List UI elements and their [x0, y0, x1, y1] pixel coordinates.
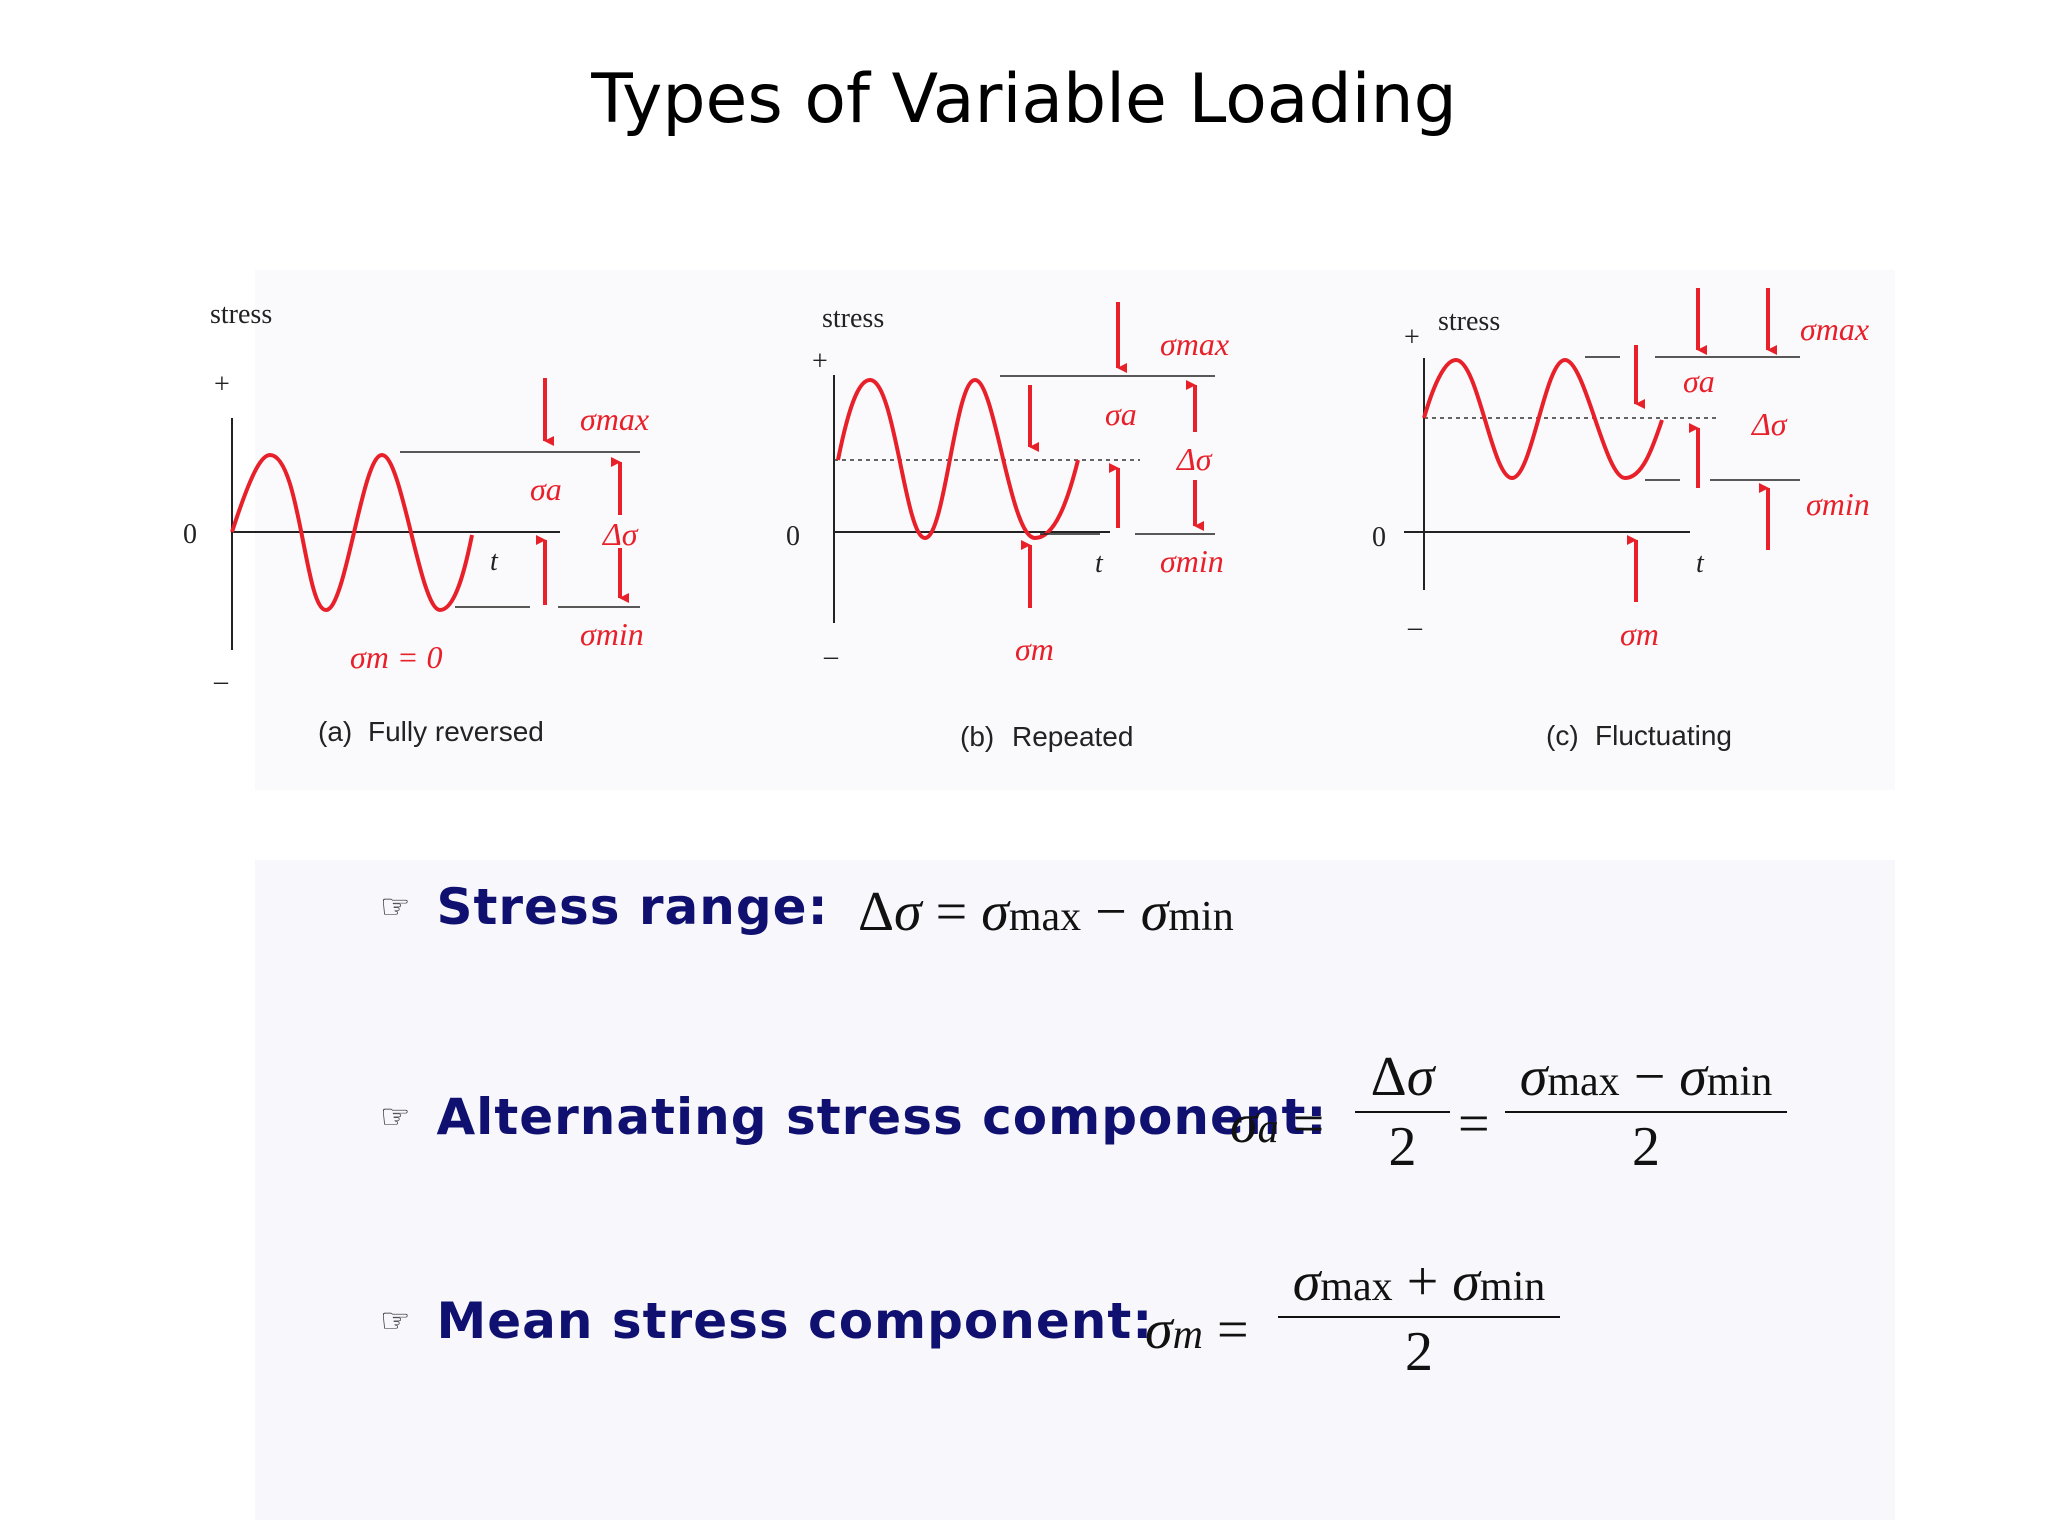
alternating-lhs: σa =	[1230, 1093, 1325, 1155]
sigma-max-label: σmax	[580, 401, 649, 437]
alternating-fraction-1: Δσ 2	[1355, 1045, 1450, 1179]
time-label: t	[490, 546, 499, 577]
formula-background	[255, 860, 1895, 1520]
stress-wave	[836, 377, 1080, 541]
stress-range-equation: Δσ = σmax − σmin	[858, 881, 1234, 943]
time-label: t	[1095, 548, 1104, 579]
stress-range-row: ☞ Stress range:	[380, 878, 829, 936]
plus-sign: +	[214, 369, 230, 400]
mean-lhs: σm =	[1145, 1299, 1249, 1361]
caption: Fluctuating	[1595, 720, 1732, 751]
plus-sign: +	[812, 346, 828, 377]
caption-letter: (c)	[1546, 720, 1579, 751]
slide-title: Types of Variable Loading	[591, 60, 1457, 139]
alternating-fraction-2: σmax − σmin 2	[1505, 1045, 1787, 1179]
panel-repeated: stress + – 0 t σmax σa Δσ σmin σm (b) Re…	[786, 302, 1229, 752]
mean-fraction: σmax + σmin 2	[1278, 1250, 1560, 1384]
pointing-hand-icon: ☞	[380, 887, 411, 927]
graph-background	[255, 270, 1895, 790]
delta-sigma-label: Δσ	[1750, 406, 1788, 442]
plus-sign: +	[1404, 322, 1420, 353]
alternating-label: Alternating stress component:	[436, 1088, 1328, 1146]
sigma-a-label: σa	[1683, 363, 1715, 399]
caption-letter: (b)	[960, 721, 994, 752]
mean-row: ☞ Mean stress component:	[380, 1292, 1153, 1350]
zero-label: 0	[1372, 522, 1386, 553]
equals-sign: =	[1458, 1093, 1490, 1155]
pointing-hand-icon: ☞	[380, 1301, 411, 1341]
mean-label: Mean stress component:	[436, 1292, 1154, 1350]
caption: Repeated	[1012, 721, 1133, 752]
sigma-max-label: σmax	[1800, 311, 1869, 347]
stress-wave	[230, 452, 474, 613]
caption: Fully reversed	[368, 716, 544, 747]
delta-sigma-label: Δσ	[1175, 441, 1213, 477]
panel-fully-reversed: stress + – 0 t σmax σa Δσ σmin σm = 0 (a…	[183, 299, 649, 747]
zero-label: 0	[786, 521, 800, 552]
minus-sign: –	[823, 641, 839, 672]
minus-sign: –	[1407, 612, 1423, 643]
loading-diagrams: .ax { stroke:#222; stroke-width:2; fill:…	[183, 288, 1870, 752]
stress-axis-label: stress	[822, 303, 884, 334]
stress-range-label: Stress range:	[436, 878, 829, 936]
delta-sigma-label: Δσ	[601, 516, 639, 552]
pointing-hand-icon: ☞	[380, 1097, 411, 1137]
sigma-min-label: σmin	[580, 616, 644, 652]
sigma-a-label: σa	[1105, 396, 1137, 432]
alternating-row: ☞ Alternating stress component:	[380, 1088, 1327, 1146]
sigma-m-label: σm	[1620, 616, 1659, 652]
sigma-m-label: σm	[1015, 631, 1054, 667]
minus-sign: –	[213, 666, 229, 697]
sigma-min-label: σmin	[1806, 486, 1870, 522]
stress-wave	[1422, 357, 1664, 481]
zero-label: 0	[183, 519, 197, 550]
sigma-a-label: σa	[530, 471, 562, 507]
caption-letter: (a)	[318, 716, 352, 747]
sigma-min-label: σmin	[1160, 543, 1224, 579]
time-label: t	[1696, 548, 1705, 579]
panel-fluctuating: stress + – 0 t σmax σa Δσ σmin σm (c) Fl…	[1372, 288, 1870, 751]
stress-axis-label: stress	[210, 299, 272, 330]
stress-axis-label: stress	[1438, 306, 1500, 337]
sigma-m-label: σm = 0	[350, 639, 442, 675]
sigma-max-label: σmax	[1160, 326, 1229, 362]
